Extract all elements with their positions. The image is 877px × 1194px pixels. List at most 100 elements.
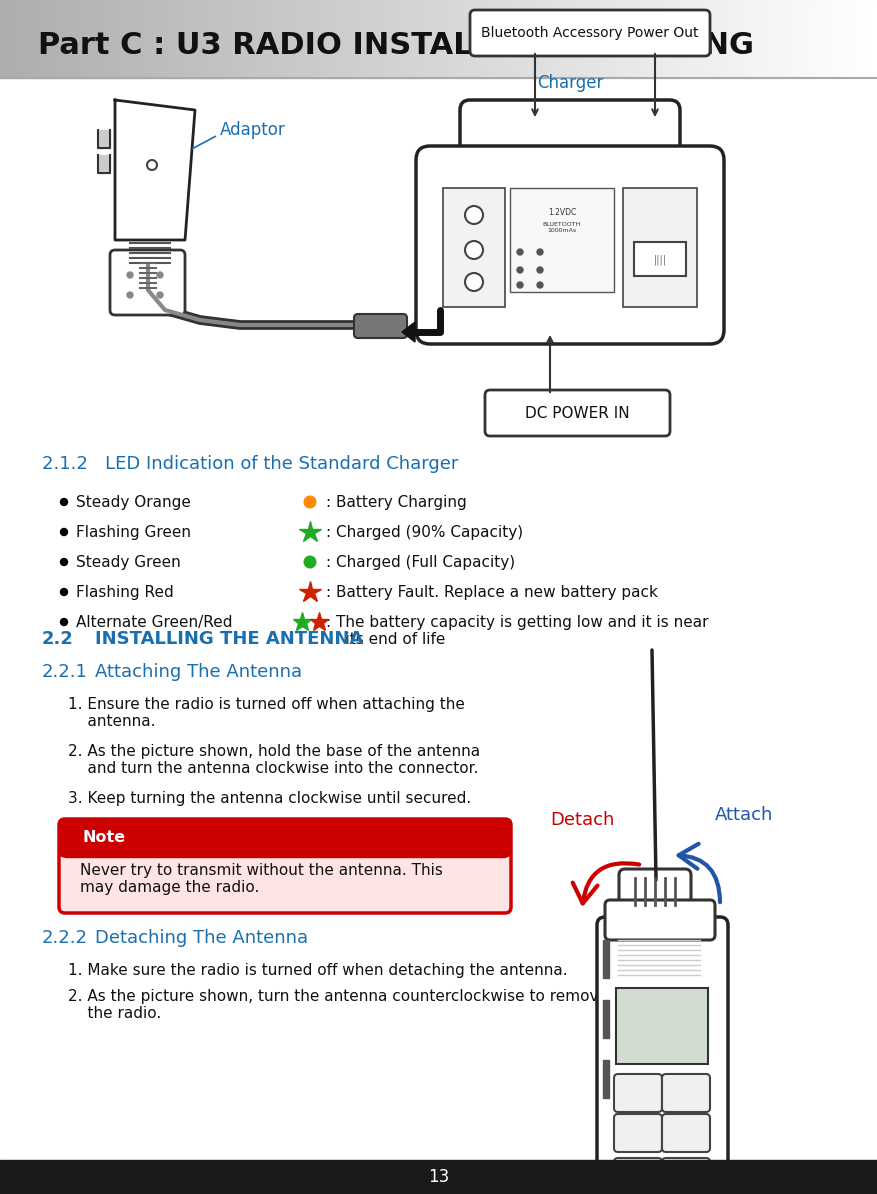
Bar [351,0,352,78]
Bar [333,0,334,78]
Bar [596,0,597,78]
Bar [257,0,258,78]
Bar [658,0,659,78]
Bar [388,0,389,78]
Bar [838,0,839,78]
Bar [829,0,830,78]
Bar [465,0,466,78]
Bar [464,0,465,78]
Bar [608,0,609,78]
Bar [202,0,203,78]
Bar [768,0,769,78]
Bar [132,0,133,78]
Bar [155,0,156,78]
Bar [145,0,146,78]
Bar [541,0,542,78]
Text: DC POWER IN: DC POWER IN [524,406,630,420]
Bar [198,0,199,78]
Bar [833,0,834,78]
Bar [307,0,308,78]
Bar [801,0,802,78]
Bar [682,0,683,78]
Bar [447,0,448,78]
Bar [507,0,508,78]
Bar [522,0,523,78]
Bar [114,0,115,78]
Bar [800,0,801,78]
Bar [397,0,398,78]
Bar [839,0,840,78]
Bar [332,0,333,78]
Bar [315,0,316,78]
Bar [400,0,401,78]
Bar [467,0,468,78]
Bar [40,0,41,78]
Bar [868,0,869,78]
Bar [355,0,356,78]
Bar [782,0,783,78]
Bar [340,0,341,78]
Bar [295,0,296,78]
Bar [551,0,552,78]
Bar [244,0,245,78]
Bar [652,0,653,78]
Bar [138,0,139,78]
Bar [795,0,796,78]
Bar [828,0,829,78]
Bar [281,0,282,78]
Bar [642,0,643,78]
Bar [116,0,117,78]
Bar [169,0,170,78]
Text: Detaching The Antenna: Detaching The Antenna [95,929,308,947]
Bar [444,0,445,78]
Bar [491,0,492,78]
Bar [784,0,785,78]
Bar [508,0,509,78]
Bar [100,0,101,78]
FancyBboxPatch shape [616,987,708,1064]
Bar [729,0,730,78]
Bar [617,0,618,78]
Bar [733,0,734,78]
Bar [675,0,676,78]
Bar [488,0,489,78]
Bar [297,0,298,78]
Circle shape [537,282,543,288]
Bar [511,0,512,78]
Bar [578,0,579,78]
Bar [804,0,805,78]
Bar [91,0,92,78]
Bar [156,0,157,78]
Bar [337,0,338,78]
Bar [859,0,860,78]
Bar [420,0,421,78]
Bar [39,0,40,78]
Bar [724,0,725,78]
Bar [805,0,806,78]
Bar [242,0,243,78]
Bar [516,0,517,78]
Bar [823,0,824,78]
Bar [588,0,589,78]
Bar [361,0,362,78]
Bar [794,0,795,78]
Bar [42,0,43,78]
Bar [454,0,455,78]
Text: Steady Green: Steady Green [76,555,181,570]
Bar [666,0,667,78]
Bar [63,0,64,78]
Bar [121,0,122,78]
Bar [303,0,304,78]
Bar [354,0,355,78]
Bar [212,0,213,78]
Bar [707,0,708,78]
Bar [20,0,21,78]
Bar [68,0,69,78]
Bar [438,0,439,78]
Bar [613,0,614,78]
Text: INSTALLING THE ANTENNA: INSTALLING THE ANTENNA [95,630,363,648]
Bar [701,0,702,78]
Bar [165,0,166,78]
Bar [683,0,684,78]
Bar [413,0,414,78]
